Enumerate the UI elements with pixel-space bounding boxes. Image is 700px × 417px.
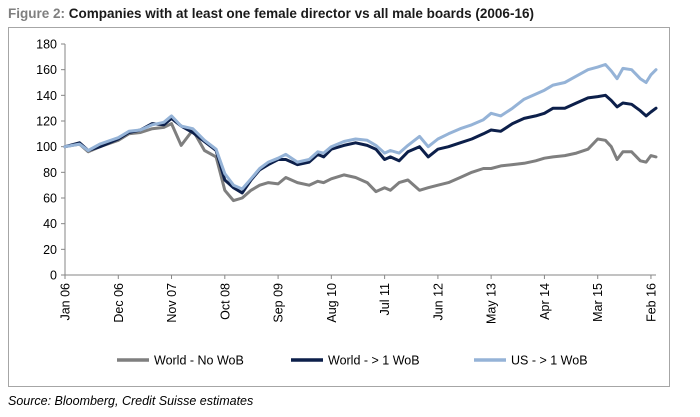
x-tick-label: Jul 11 [378, 283, 392, 315]
legend-label-1: World - > 1 WoB [328, 354, 420, 368]
x-tick-label: Sep 09 [272, 283, 286, 323]
y-tick-label: 140 [36, 89, 57, 103]
x-tick-label: Mar 15 [591, 283, 605, 322]
y-tick-label: 160 [36, 63, 57, 77]
y-tick-label: 60 [43, 192, 57, 206]
figure-title-text: Companies with at least one female direc… [68, 6, 534, 21]
x-tick-label: Dec 06 [112, 283, 126, 323]
x-tick-label: Nov 07 [165, 283, 179, 323]
series-line-2 [63, 63, 658, 191]
chart-frame: 0 20 40 60 80 100 120 140 160 180 Jan 06 Dec 06 Nov … [8, 27, 670, 387]
y-tick-label: 0 [50, 269, 57, 283]
x-tick-label: Aug 10 [325, 283, 339, 323]
figure-label: Figure 2: [8, 6, 66, 21]
y-tick-label: 80 [43, 166, 57, 180]
chart-title: Figure 2: Companies with at least one fe… [8, 6, 534, 21]
x-tick-label: Feb 16 [644, 283, 658, 322]
source-note: Source: Bloomberg, Credit Suisse estimat… [8, 394, 254, 408]
x-tick-label: May 13 [485, 283, 499, 324]
x-tick-label: Jun 12 [431, 283, 445, 321]
x-tick-label: Oct 08 [218, 283, 232, 320]
y-tick-label: 180 [36, 38, 57, 52]
series-line-0 [63, 122, 658, 203]
legend-label-0: World - No WoB [154, 354, 244, 368]
y-tick-label: 120 [36, 115, 57, 129]
y-tick-label: 40 [43, 217, 57, 231]
line-chart: 0 20 40 60 80 100 120 140 160 180 Jan 06 Dec 06 Nov … [36, 38, 658, 368]
x-tick-label: Apr 14 [538, 283, 552, 320]
legend-label-2: US - > 1 WoB [511, 354, 588, 368]
y-tick-label: 100 [36, 140, 57, 154]
y-tick-label: 20 [43, 243, 57, 257]
x-tick-label: Jan 06 [59, 283, 73, 321]
